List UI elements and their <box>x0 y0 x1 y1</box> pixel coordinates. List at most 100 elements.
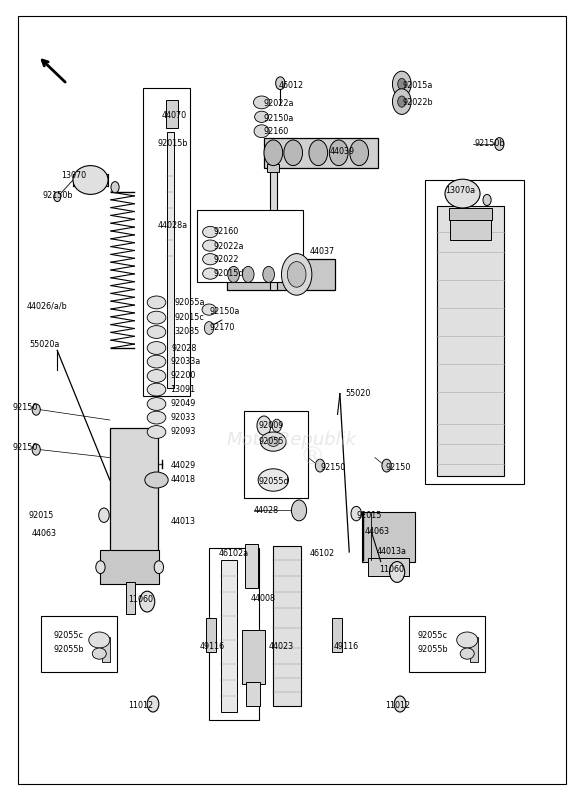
Circle shape <box>264 140 283 166</box>
Text: 55020a: 55020a <box>29 339 60 349</box>
Ellipse shape <box>147 296 166 309</box>
Bar <box>41 616 117 672</box>
Bar <box>470 637 478 662</box>
Text: 44013: 44013 <box>171 517 196 526</box>
Ellipse shape <box>147 355 166 368</box>
Text: 92022a: 92022a <box>264 99 294 109</box>
Circle shape <box>263 266 274 282</box>
Text: 92055c: 92055c <box>418 631 447 641</box>
Text: 92022b: 92022b <box>403 98 433 107</box>
Text: 92015b: 92015b <box>158 139 188 149</box>
Text: 13070a: 13070a <box>445 186 475 195</box>
Ellipse shape <box>145 472 168 488</box>
Text: 11012: 11012 <box>128 701 154 710</box>
Bar <box>209 548 259 720</box>
Text: 92150b: 92150b <box>42 191 72 201</box>
Ellipse shape <box>147 342 166 354</box>
Text: 92150: 92150 <box>13 443 38 453</box>
Circle shape <box>228 266 239 282</box>
Text: 92015a: 92015a <box>403 81 433 90</box>
Circle shape <box>483 194 491 206</box>
Text: 92022a: 92022a <box>213 242 244 251</box>
Text: 92150: 92150 <box>385 463 411 473</box>
Text: 55020: 55020 <box>346 389 371 398</box>
Ellipse shape <box>147 311 166 324</box>
Circle shape <box>392 89 411 114</box>
Bar <box>242 630 265 684</box>
Text: 44037: 44037 <box>310 247 335 257</box>
Circle shape <box>398 96 406 107</box>
Text: 46012: 46012 <box>279 81 304 90</box>
Text: MotorRepublik: MotorRepublik <box>227 431 357 449</box>
Text: 92055b: 92055b <box>418 645 448 654</box>
Circle shape <box>315 459 325 472</box>
Bar <box>368 558 409 576</box>
Text: 92033: 92033 <box>171 413 196 422</box>
Bar <box>449 208 492 220</box>
Bar <box>221 560 237 712</box>
Ellipse shape <box>460 648 474 659</box>
Text: 44028: 44028 <box>254 506 279 515</box>
Ellipse shape <box>92 648 106 659</box>
Text: 92150a: 92150a <box>264 114 294 123</box>
Text: 44029: 44029 <box>171 461 196 470</box>
Bar <box>110 428 158 552</box>
Bar <box>270 171 277 290</box>
Text: 44008: 44008 <box>251 594 276 603</box>
Ellipse shape <box>255 111 269 122</box>
Text: 92028: 92028 <box>172 343 197 353</box>
Circle shape <box>111 182 119 193</box>
Text: 44023: 44023 <box>269 642 294 651</box>
Circle shape <box>329 140 348 166</box>
Text: 44063: 44063 <box>365 527 390 537</box>
Bar <box>332 618 342 652</box>
Bar <box>273 546 301 706</box>
Text: 92049: 92049 <box>171 399 196 409</box>
Text: 92055d: 92055d <box>258 477 288 486</box>
Circle shape <box>54 192 61 202</box>
Circle shape <box>398 78 406 90</box>
Text: 11060: 11060 <box>128 595 154 605</box>
Text: 46102a: 46102a <box>219 549 249 558</box>
Bar <box>197 210 303 282</box>
Ellipse shape <box>457 632 478 648</box>
Circle shape <box>32 444 40 455</box>
Ellipse shape <box>73 166 108 194</box>
Ellipse shape <box>254 125 269 138</box>
Circle shape <box>99 508 109 522</box>
Text: 11012: 11012 <box>385 701 411 710</box>
Ellipse shape <box>203 240 218 251</box>
Ellipse shape <box>203 268 218 279</box>
Bar <box>227 259 335 290</box>
Ellipse shape <box>267 437 279 446</box>
Bar <box>166 100 178 128</box>
Text: 92009: 92009 <box>258 421 283 430</box>
Text: 92160: 92160 <box>213 227 238 237</box>
Text: 49116: 49116 <box>200 642 225 651</box>
Bar <box>143 88 190 396</box>
Ellipse shape <box>147 398 166 410</box>
Ellipse shape <box>253 96 270 109</box>
Circle shape <box>350 140 369 166</box>
Circle shape <box>204 322 214 334</box>
Ellipse shape <box>89 632 110 648</box>
Ellipse shape <box>147 326 166 338</box>
Text: 92150b: 92150b <box>474 139 505 149</box>
Text: 92093: 92093 <box>171 427 196 437</box>
Circle shape <box>147 696 159 712</box>
Circle shape <box>382 459 391 472</box>
Ellipse shape <box>147 411 166 424</box>
Text: 44028a: 44028a <box>158 221 188 230</box>
Text: 92055: 92055 <box>258 437 284 446</box>
Circle shape <box>284 140 303 166</box>
Circle shape <box>287 262 306 287</box>
Circle shape <box>390 562 405 582</box>
Ellipse shape <box>445 179 480 208</box>
Text: 44026/a/b: 44026/a/b <box>26 301 67 310</box>
Bar <box>100 550 159 584</box>
Bar <box>126 582 135 614</box>
Circle shape <box>291 500 307 521</box>
Bar <box>102 637 110 662</box>
Bar <box>244 411 308 498</box>
Bar <box>267 164 279 172</box>
